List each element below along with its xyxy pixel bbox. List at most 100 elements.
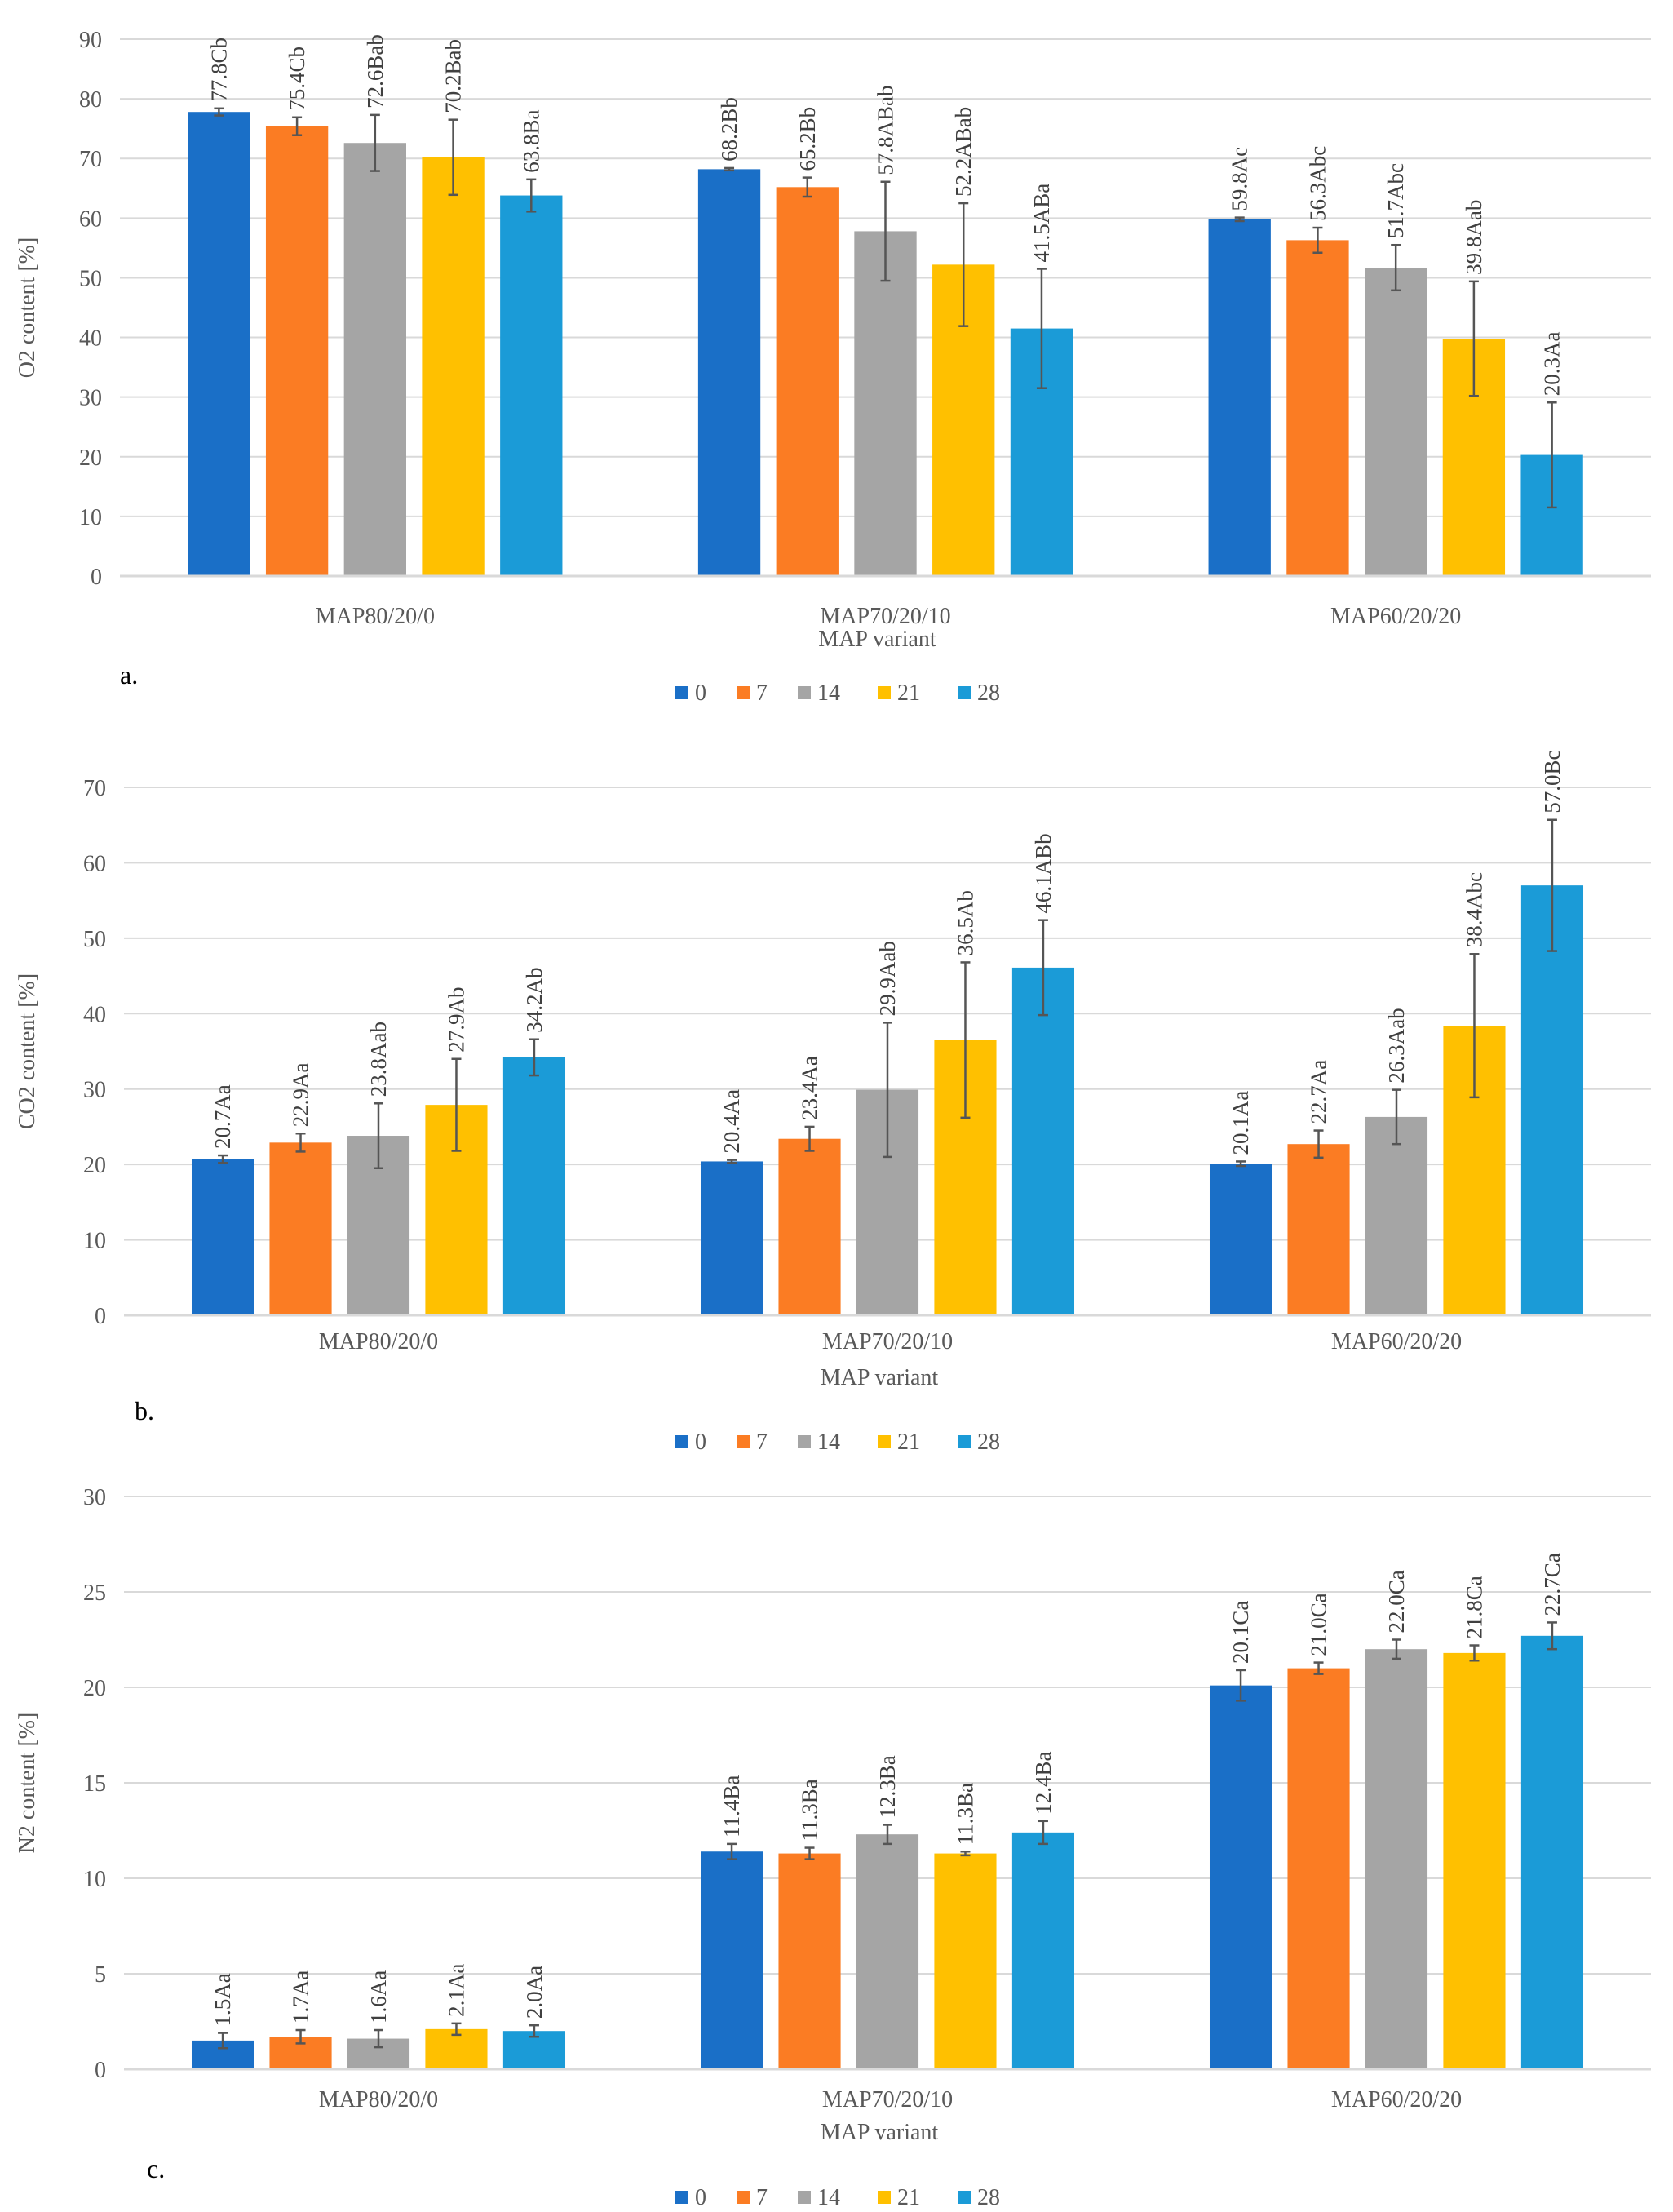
y-tick-label: 5 xyxy=(95,1962,106,1988)
data-label: 70.2Bab xyxy=(441,39,466,113)
data-label: 29.9Aab xyxy=(875,941,900,1016)
y-tick-label: 20 xyxy=(83,1676,106,1701)
bar-7-MAP70/20/10 xyxy=(778,1853,841,2069)
data-label: 39.8Aab xyxy=(1462,200,1486,275)
x-category-label: MAP70/20/10 xyxy=(822,2087,953,2112)
bar-0-MAP70/20/10 xyxy=(700,1851,763,2069)
data-label: 75.4Cb xyxy=(285,47,309,111)
legend-swatch-21 xyxy=(878,686,891,699)
data-label: 36.5Ab xyxy=(953,890,977,955)
legend-swatch-7 xyxy=(737,686,750,699)
legend-swatch-0 xyxy=(675,1435,688,1448)
data-label: 23.4Aa xyxy=(798,1056,822,1120)
y-tick-label: 70 xyxy=(83,776,106,801)
x-axis-title: MAP variant xyxy=(821,2120,939,2145)
bar-0-MAP70/20/10 xyxy=(697,169,761,577)
chart-panel-c: 0 5 10 15 20 25 30 N2 content [%] MAP80/20/0 1.5A… xyxy=(15,1485,1651,2210)
data-label: 22.0Ca xyxy=(1384,1570,1409,1633)
y-tick-label: 30 xyxy=(83,1485,106,1510)
y-tick-label: 0 xyxy=(95,2058,106,2083)
x-category-label: MAP60/20/20 xyxy=(1331,1329,1462,1354)
bar-14-MAP70/20/10 xyxy=(854,231,917,576)
data-label: 65.2Bb xyxy=(795,107,820,171)
y-tick-label: 10 xyxy=(79,505,102,530)
bar-7-MAP70/20/10 xyxy=(778,1138,841,1315)
y-tick-label: 50 xyxy=(83,927,106,952)
x-axis-title: MAP variant xyxy=(821,1365,939,1390)
y-tick-label: 20 xyxy=(83,1153,106,1178)
x-axis-title: MAP variant xyxy=(818,627,936,652)
bar-0-MAP80/20/0 xyxy=(188,112,250,576)
legend: 0 7 14 21 28 xyxy=(675,2185,1000,2210)
legend-swatch-28 xyxy=(958,1435,971,1448)
legend-label: 14 xyxy=(817,680,840,706)
legend-label: 28 xyxy=(977,2185,1000,2210)
bar-7-MAP60/20/20 xyxy=(1287,1668,1350,2069)
data-label: 11.4Ba xyxy=(719,1775,744,1837)
x-category-label: MAP80/20/0 xyxy=(319,1329,438,1354)
bar-7-MAP60/20/20 xyxy=(1286,240,1349,576)
data-label: 22.9Aa xyxy=(289,1062,313,1127)
bar-14-MAP60/20/20 xyxy=(1365,1116,1428,1315)
y-tick-label: 60 xyxy=(83,851,106,876)
data-label: 56.3Abc xyxy=(1305,146,1330,221)
y-tick-label: 25 xyxy=(83,1580,106,1606)
x-category-label: MAP60/20/20 xyxy=(1331,2087,1462,2112)
data-label: 22.7Ca xyxy=(1540,1553,1565,1616)
y-axis-title: O2 content [%] xyxy=(15,237,40,379)
bar-28-MAP80/20/0 xyxy=(502,1057,566,1315)
bar-28-MAP70/20/10 xyxy=(1011,1832,1075,2069)
legend-swatch-0 xyxy=(675,2191,688,2204)
data-label: 51.7Abc xyxy=(1383,163,1408,238)
data-label: 59.8Ac xyxy=(1228,147,1252,211)
data-label: 57.0Bc xyxy=(1540,750,1565,813)
x-category-label: MAP70/20/10 xyxy=(822,1329,953,1354)
legend-label: 7 xyxy=(756,1430,768,1455)
legend-label: 21 xyxy=(897,680,920,706)
data-label: 21.8Ca xyxy=(1462,1576,1486,1638)
bar-28-MAP60/20/20 xyxy=(1520,1635,1584,2069)
data-label: 20.1Ca xyxy=(1228,1601,1253,1664)
data-label: 68.2Bb xyxy=(717,97,741,162)
data-label: 38.4Abc xyxy=(1462,872,1486,947)
data-label: 72.6Bab xyxy=(363,34,387,109)
bar-7-MAP80/20/0 xyxy=(265,126,329,577)
y-tick-label: 30 xyxy=(83,1078,106,1103)
data-label: 20.1Aa xyxy=(1228,1091,1253,1155)
data-label: 52.2ABab xyxy=(951,107,976,197)
data-label: 20.3Aa xyxy=(1540,331,1565,396)
panel-label: c. xyxy=(147,2154,165,2183)
data-label: 63.8Ba xyxy=(519,110,543,173)
bar-7-MAP70/20/10 xyxy=(776,187,839,576)
legend-label: 14 xyxy=(817,2185,840,2210)
y-axis-title: N2 content [%] xyxy=(15,1713,40,1854)
y-tick-label: 70 xyxy=(79,147,102,172)
bar-0-MAP80/20/0 xyxy=(191,1159,254,1315)
legend-label: 7 xyxy=(756,2185,768,2210)
y-tick-label: 40 xyxy=(83,1002,106,1027)
bar-14-MAP70/20/10 xyxy=(856,1834,919,2069)
legend-label: 0 xyxy=(695,2185,706,2210)
data-label: 11.3Ba xyxy=(953,1783,977,1845)
legend-label: 21 xyxy=(897,2185,920,2210)
bar-14-MAP60/20/20 xyxy=(1365,1649,1428,2069)
data-label: 57.8ABab xyxy=(874,85,898,175)
x-category-label: MAP70/20/10 xyxy=(820,604,950,629)
y-tick-label: 60 xyxy=(79,206,102,232)
data-label: 22.7Aa xyxy=(1307,1060,1331,1124)
data-label: 1.5Aa xyxy=(210,1973,235,2026)
y-tick-label: 0 xyxy=(91,565,102,590)
legend-swatch-0 xyxy=(675,686,688,699)
data-label: 12.4Ba xyxy=(1031,1752,1056,1815)
panel-label: a. xyxy=(120,660,138,689)
bar-0-MAP60/20/20 xyxy=(1209,1685,1272,2069)
y-tick-label: 30 xyxy=(79,386,102,411)
legend-swatch-14 xyxy=(798,1435,811,1448)
legend-label: 7 xyxy=(756,680,768,706)
data-label: 46.1ABb xyxy=(1031,833,1056,913)
y-tick-label: 50 xyxy=(79,266,102,291)
bar-28-MAP60/20/20 xyxy=(1520,885,1584,1315)
y-tick-label: 90 xyxy=(79,28,102,53)
